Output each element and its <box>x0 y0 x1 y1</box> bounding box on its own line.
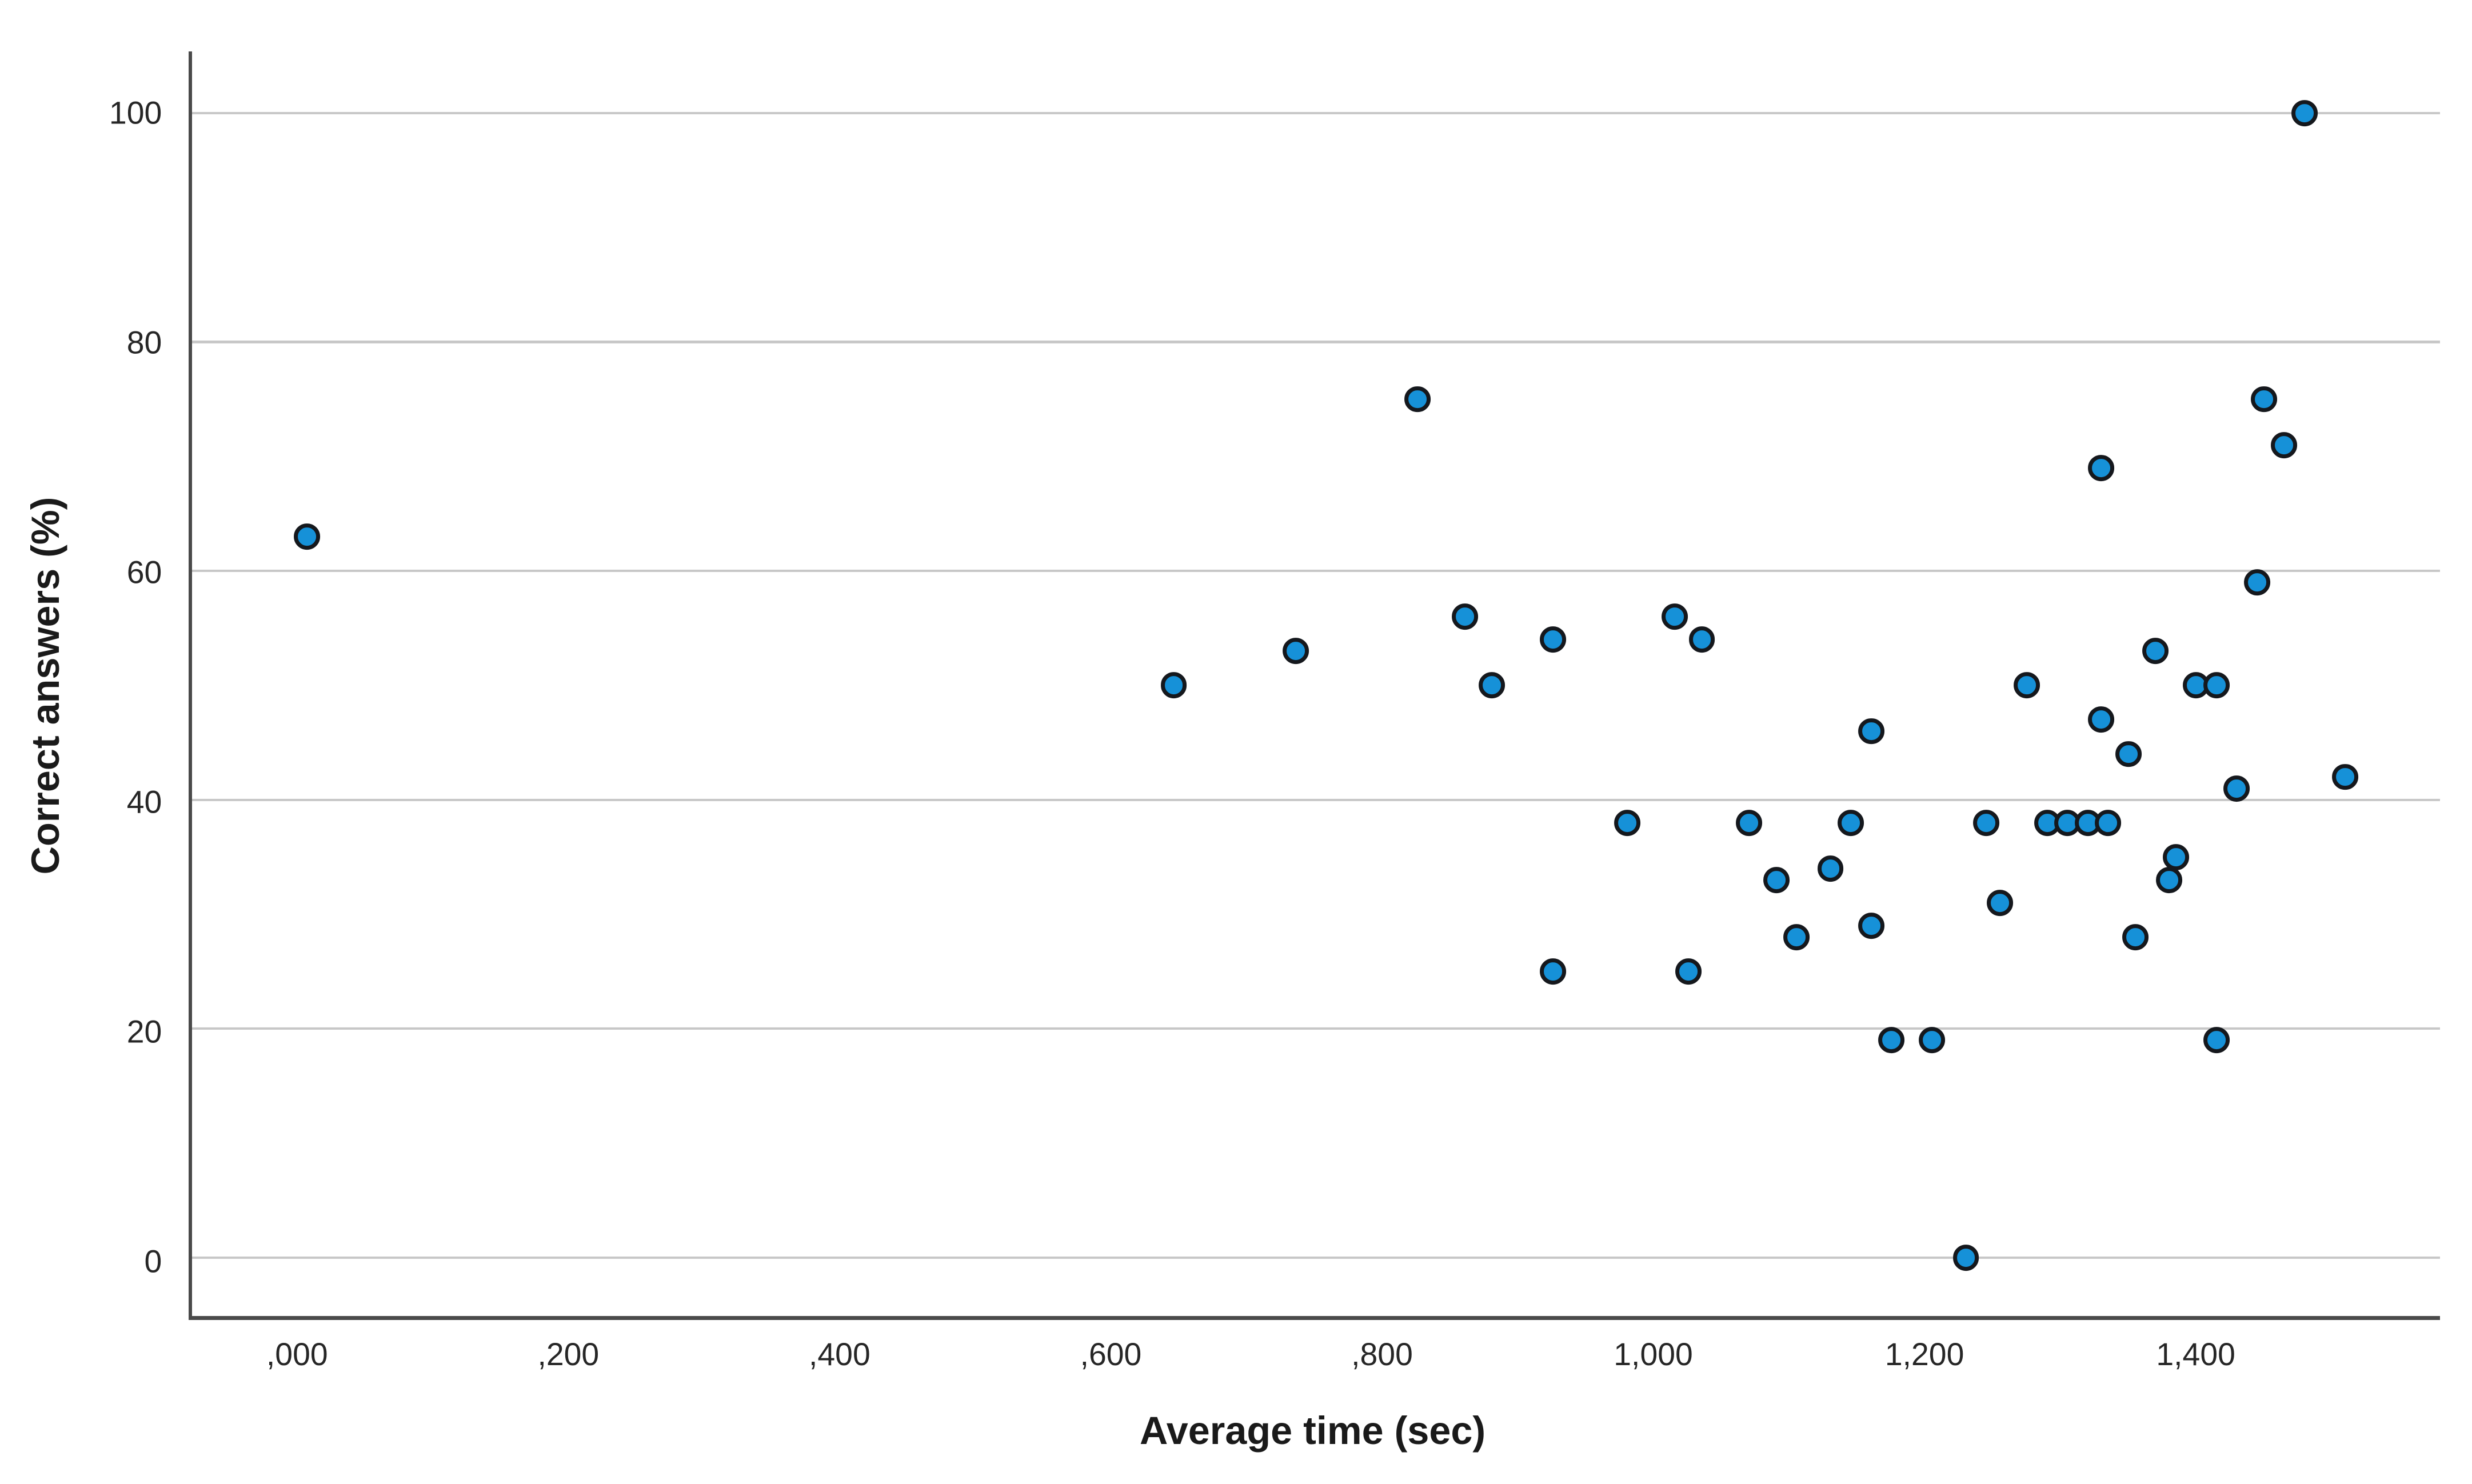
scatter-point <box>1858 718 1884 745</box>
scatter-point <box>2250 386 2277 413</box>
scatter-point <box>1614 809 1641 836</box>
scatter-point <box>1736 809 1763 836</box>
y-tick-label: 0 <box>144 1243 162 1279</box>
gridline <box>191 570 2440 573</box>
plot-area <box>188 51 2440 1321</box>
scatter-point <box>1452 603 1478 630</box>
scatter-point <box>2223 775 2250 802</box>
scatter-point <box>2095 809 2122 836</box>
scatter-point <box>1540 958 1566 985</box>
scatter-point <box>1878 1027 1905 1054</box>
scatter-point <box>2014 672 2040 699</box>
scatter-point <box>1479 672 1505 699</box>
gridline <box>191 798 2440 801</box>
x-tick-label: ,000 <box>266 1336 328 1372</box>
scatter-point <box>2243 569 2270 595</box>
scatter-point <box>2156 867 2182 893</box>
gridline <box>191 111 2440 114</box>
x-tick-label: ,800 <box>1351 1336 1413 1372</box>
scatter-point <box>1763 867 1790 893</box>
scatter-point <box>1662 603 1688 630</box>
scatter-point <box>2203 672 2230 699</box>
scatter-point <box>1540 626 1566 653</box>
y-axis-tick-labels: 0 20 40 60 80 100 <box>0 51 162 1321</box>
scatter-point <box>2115 741 2142 767</box>
scatter-point <box>2122 924 2148 950</box>
scatter-point <box>2088 706 2115 733</box>
scatter-point <box>1675 958 1702 985</box>
scatter-point <box>1688 626 1715 653</box>
gridline <box>191 1027 2440 1030</box>
y-tick-label: 100 <box>109 95 162 131</box>
scatter-point <box>1838 809 1864 836</box>
y-tick-label: 40 <box>126 784 162 820</box>
scatter-point <box>1160 672 1187 699</box>
scatter-point <box>2291 99 2318 126</box>
x-tick-label: ,600 <box>1080 1336 1142 1372</box>
scatter-point <box>1919 1027 1946 1054</box>
x-tick-label: ,400 <box>809 1336 870 1372</box>
scatter-point <box>2162 843 2189 870</box>
scatter-point <box>1973 809 1999 836</box>
scatter-point <box>1986 890 2013 916</box>
x-tick-label: ,200 <box>537 1336 600 1372</box>
x-tick-label: 1,000 <box>1614 1336 1693 1372</box>
scatter-point <box>2271 431 2298 458</box>
scatter-point <box>1282 638 1309 665</box>
x-axis-title: Average time (sec) <box>1140 1409 1486 1453</box>
x-axis-tick-labels: ,000 ,200 ,400 ,600 ,800 1,000 1,200 1,400 <box>189 1336 2440 1383</box>
y-tick-label: 20 <box>126 1014 162 1050</box>
gridline <box>191 1256 2440 1259</box>
scatter-point <box>2142 638 2169 665</box>
scatter-point <box>294 523 321 550</box>
scatter-point <box>1817 855 1844 882</box>
x-tick-label: 1,400 <box>2156 1336 2235 1372</box>
scatter-point <box>2088 454 2115 481</box>
scatter-point <box>2331 763 2358 790</box>
gridline <box>191 341 2440 343</box>
scatter-point <box>1783 924 1810 950</box>
scatter-point <box>2203 1027 2230 1054</box>
scatter-point <box>1858 913 1884 939</box>
scatter-point <box>1952 1245 1979 1271</box>
y-tick-label: 80 <box>126 325 162 361</box>
x-tick-label: 1,200 <box>1884 1336 1964 1372</box>
scatter-point <box>1404 386 1431 413</box>
y-tick-label: 60 <box>126 554 162 590</box>
